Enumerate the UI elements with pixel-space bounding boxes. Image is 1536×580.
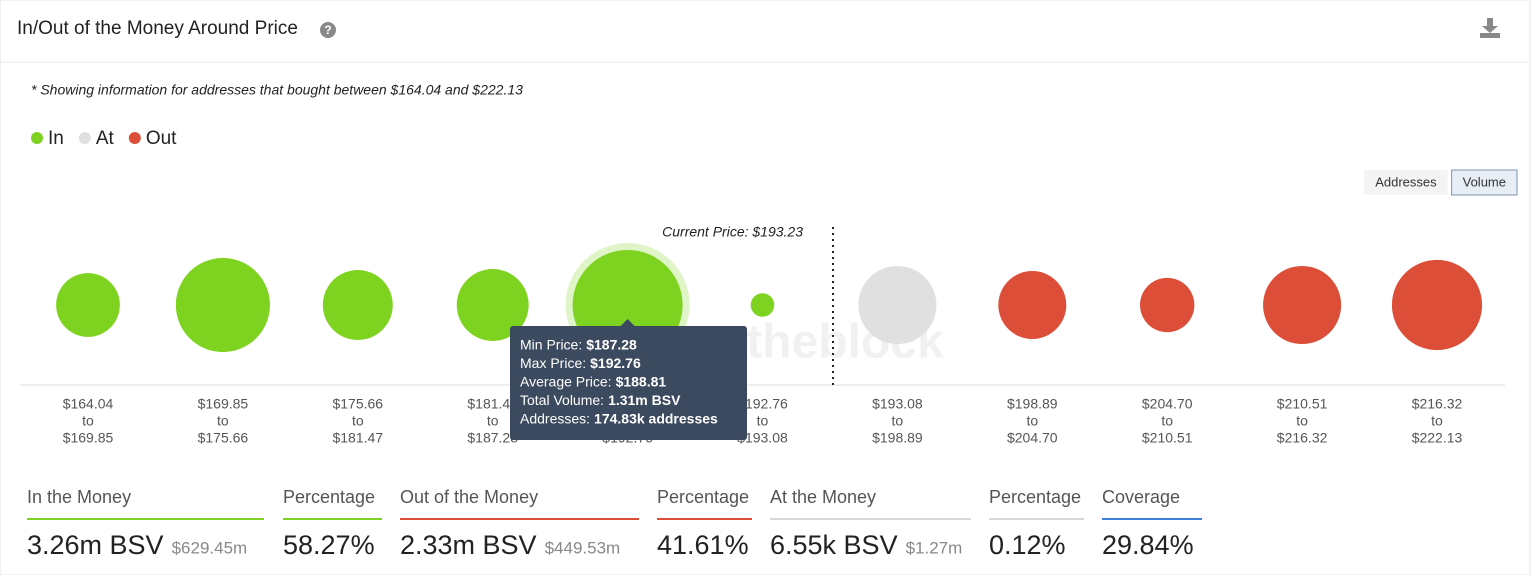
bubble[interactable] [998, 271, 1067, 339]
x-tick-label: $210.51 [1142, 430, 1193, 446]
stat-title: Percentage [283, 487, 375, 507]
button-bg [1364, 170, 1448, 195]
x-tick-label: to [82, 413, 94, 429]
stat-title: Coverage [1102, 487, 1180, 507]
x-tick-label: to [1026, 413, 1038, 429]
x-tick-label: $169.85 [198, 396, 249, 412]
legend-marker [31, 132, 43, 144]
toggle-button[interactable]: Addresses [1364, 170, 1448, 195]
x-tick-label: $181.47 [467, 396, 518, 412]
tooltip-label: Max Price: [520, 355, 586, 371]
tooltip-value: 1.31m BSV [608, 392, 681, 408]
x-tick-label: $169.85 [63, 430, 114, 446]
x-tick-label: $175.66 [332, 396, 383, 412]
button-label: Addresses [1375, 174, 1437, 189]
legend-label: Out [146, 128, 177, 149]
button-label: Volume [1463, 174, 1506, 189]
tooltip-label: Addresses: [520, 411, 590, 427]
x-tick-label: $210.51 [1277, 396, 1328, 412]
x-tick-label: to [352, 413, 364, 429]
x-tick-label: to [1431, 413, 1443, 429]
x-tick-label: $204.70 [1007, 430, 1058, 446]
x-tick-label: $216.32 [1277, 430, 1328, 446]
bubble[interactable] [1391, 259, 1483, 351]
legend: In At Out [31, 128, 177, 149]
help-icon[interactable]: ? [320, 22, 336, 38]
stat-value: 41.61% [657, 530, 749, 560]
stat-value: 6.55k BSV [770, 530, 898, 560]
stat-sub: $1.27m [906, 538, 963, 557]
legend-marker [128, 132, 141, 144]
x-tick-label: $198.89 [872, 430, 923, 446]
note: * Showing information for addresses that… [31, 82, 523, 98]
x-tick-label: $222.13 [1412, 430, 1463, 446]
bubbles: $164.04to$169.85$169.85to$175.66$175.66t… [56, 243, 1483, 446]
stat-value: 3.26m BSV [27, 530, 164, 560]
stat-title: In the Money [27, 487, 131, 507]
bubble[interactable] [456, 269, 529, 341]
x-tick-label: to [487, 413, 499, 429]
download-button[interactable] [1480, 18, 1500, 38]
bubble[interactable] [1263, 265, 1342, 345]
stat-sub: $629.45m [172, 538, 248, 557]
tooltip-label: Total Volume: [520, 392, 604, 408]
tooltip-value: $192.76 [590, 355, 641, 371]
stats: In the Money 3.26m BSV $629.45m Percentage 5… [27, 487, 1202, 560]
x-tick-label: $192.76 [737, 396, 788, 412]
x-tick-label: $181.47 [332, 430, 383, 446]
x-tick-label: to [1161, 413, 1173, 429]
tooltip-box [510, 326, 747, 440]
bubble[interactable] [1140, 277, 1195, 333]
x-tick-label: to [757, 413, 769, 429]
toggle-button[interactable]: Volume [1451, 169, 1518, 196]
x-tick-label: $187.28 [467, 430, 518, 446]
bubble[interactable] [750, 293, 775, 317]
stat-value: 58.27% [283, 530, 375, 560]
x-tick-label: to [892, 413, 904, 429]
button-bg [1451, 169, 1518, 196]
current-price-label: Current Price: $193.23 [662, 224, 803, 240]
x-tick-label: to [1296, 413, 1308, 429]
tooltip-label: Average Price: [520, 374, 612, 390]
legend-marker [78, 132, 91, 144]
x-tick-label: $193.08 [872, 396, 923, 412]
stat-title: At the Money [770, 487, 876, 507]
stat-value: 2.33m BSV [400, 530, 537, 560]
controls: Volume Addresses [1364, 169, 1518, 196]
x-tick-label: $175.66 [198, 430, 249, 446]
stat-title: Percentage [657, 487, 749, 507]
tooltip-value: 174.83k addresses [594, 411, 718, 427]
x-tick-label: $204.70 [1142, 396, 1193, 412]
title: In/Out of the Money Around Price [17, 18, 298, 39]
x-tick-label: to [217, 413, 229, 429]
legend-label: At [96, 128, 115, 149]
x-tick-label: $198.89 [1007, 396, 1058, 412]
stat-title: Percentage [989, 487, 1081, 507]
x-tick-label: $193.08 [737, 430, 788, 446]
legend-label: In [48, 128, 64, 149]
bubble[interactable] [56, 273, 120, 337]
tooltip-value: $187.28 [586, 337, 637, 353]
stat-value: 29.84% [1102, 530, 1194, 560]
tooltip-arrow [619, 319, 636, 327]
stat-value: 0.12% [989, 530, 1066, 560]
stat-sub: $449.53m [545, 538, 621, 557]
x-tick-label: $164.04 [63, 396, 114, 412]
svg-text:?: ? [324, 23, 331, 37]
x-tick-label: $216.32 [1412, 396, 1463, 412]
bubble[interactable] [322, 270, 393, 340]
tooltip-label: Min Price: [520, 337, 582, 353]
bubble[interactable] [175, 257, 270, 353]
bubble[interactable] [858, 265, 937, 345]
tooltip-value: $188.81 [616, 374, 667, 390]
stat-title: Out of the Money [400, 487, 538, 507]
